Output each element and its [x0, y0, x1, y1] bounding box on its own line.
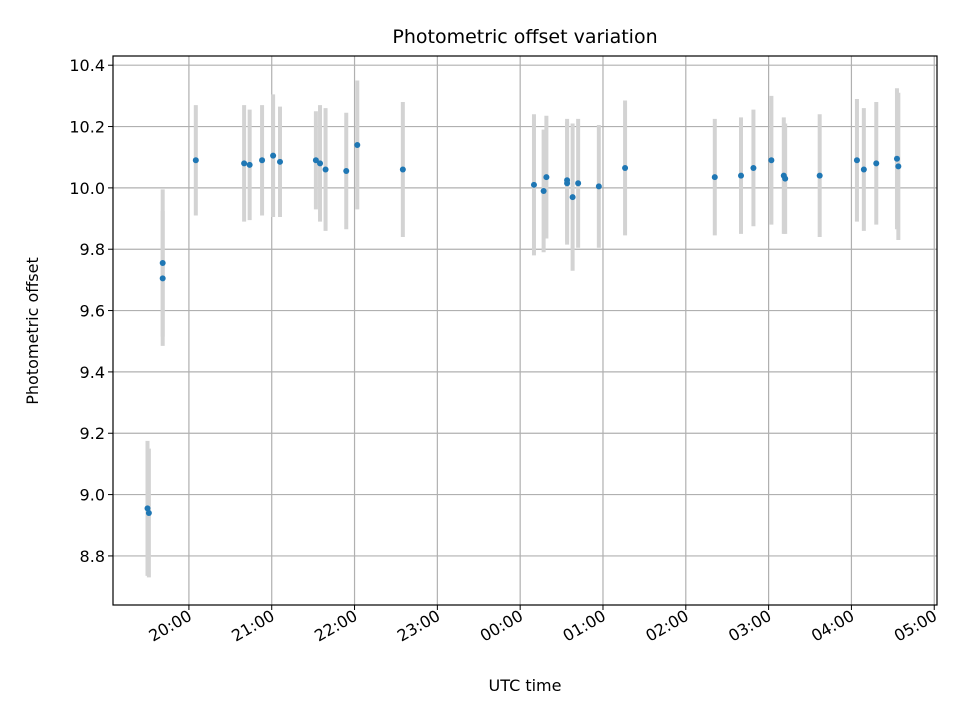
y-tick-label: 10.4: [69, 56, 105, 75]
y-axis-label: Photometric offset: [23, 257, 42, 405]
y-tick-label: 10.2: [69, 118, 105, 137]
data-point: [750, 164, 757, 171]
data-point: [241, 160, 248, 167]
data-point: [540, 187, 547, 194]
data-point: [277, 158, 284, 165]
data-point: [622, 164, 629, 171]
data-point: [270, 152, 277, 159]
y-tick-label: 10.0: [69, 179, 105, 198]
data-point: [530, 181, 537, 188]
data-point: [738, 172, 745, 179]
data-point: [145, 509, 152, 516]
grid: [113, 56, 937, 605]
y-tick-label: 9.2: [80, 424, 105, 443]
data-point: [768, 157, 775, 164]
data-point: [322, 166, 329, 173]
y-tick-label: 9.6: [80, 302, 105, 321]
data-point: [259, 157, 266, 164]
data-point: [711, 174, 718, 181]
data-point: [893, 155, 900, 162]
data-point: [543, 174, 550, 181]
data-point: [860, 166, 867, 173]
data-point: [575, 180, 582, 187]
data-point: [569, 194, 576, 201]
y-axis: 8.8 9.0 9.2 9.4 9.6 9.8 10.0 10.2 10.4: [69, 56, 113, 566]
data-point: [159, 275, 166, 282]
data-point: [782, 175, 789, 182]
y-tick-label: 9.4: [80, 363, 105, 382]
data-point: [246, 161, 253, 168]
plot-frame: [112, 55, 938, 606]
data-point: [354, 141, 361, 148]
data-point: [853, 157, 860, 164]
chart-title: Photometric offset variation: [392, 26, 657, 48]
data-point: [399, 166, 406, 173]
data-point: [192, 157, 199, 164]
data-point: [317, 160, 324, 167]
data-point: [595, 183, 602, 190]
y-tick-label: 9.0: [80, 486, 105, 505]
y-tick-label: 9.8: [80, 240, 105, 259]
data-points: [144, 141, 902, 516]
data-point: [895, 163, 902, 170]
data-point: [873, 160, 880, 167]
data-point: [816, 172, 823, 179]
data-point: [159, 260, 166, 267]
data-point: [312, 157, 319, 164]
data-point: [343, 168, 350, 175]
data-point: [144, 505, 151, 512]
y-tick-label: 8.8: [80, 547, 105, 566]
data-point: [564, 180, 571, 187]
x-axis-label: UTC time: [489, 676, 562, 695]
